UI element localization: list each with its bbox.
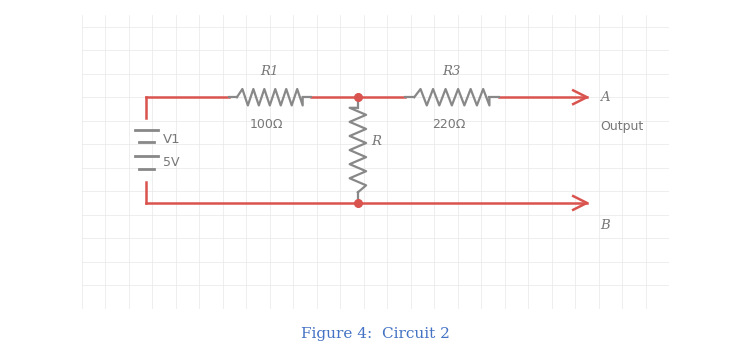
Text: 220Ω: 220Ω — [433, 118, 466, 131]
Text: Figure 4:  Circuit 2: Figure 4: Circuit 2 — [301, 327, 450, 341]
Text: R: R — [371, 135, 381, 148]
Text: R3: R3 — [442, 65, 461, 78]
Text: B: B — [600, 219, 610, 232]
Text: 5V: 5V — [163, 157, 179, 169]
Text: A: A — [600, 91, 610, 104]
Text: Output: Output — [600, 120, 643, 133]
Text: R1: R1 — [261, 65, 279, 78]
Text: V1: V1 — [163, 133, 180, 146]
Text: 100Ω: 100Ω — [250, 118, 284, 131]
